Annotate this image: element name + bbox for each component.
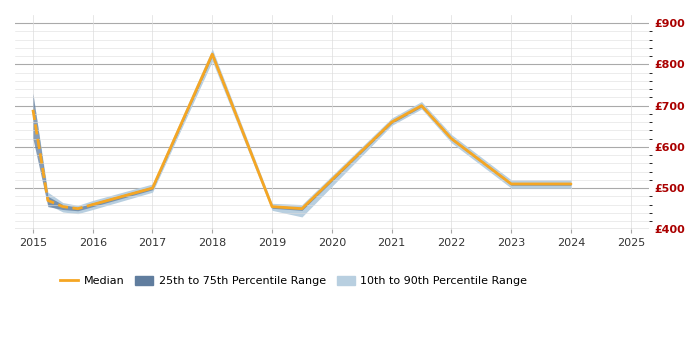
Legend: Median, 25th to 75th Percentile Range, 10th to 90th Percentile Range: Median, 25th to 75th Percentile Range, 1… bbox=[56, 271, 532, 290]
